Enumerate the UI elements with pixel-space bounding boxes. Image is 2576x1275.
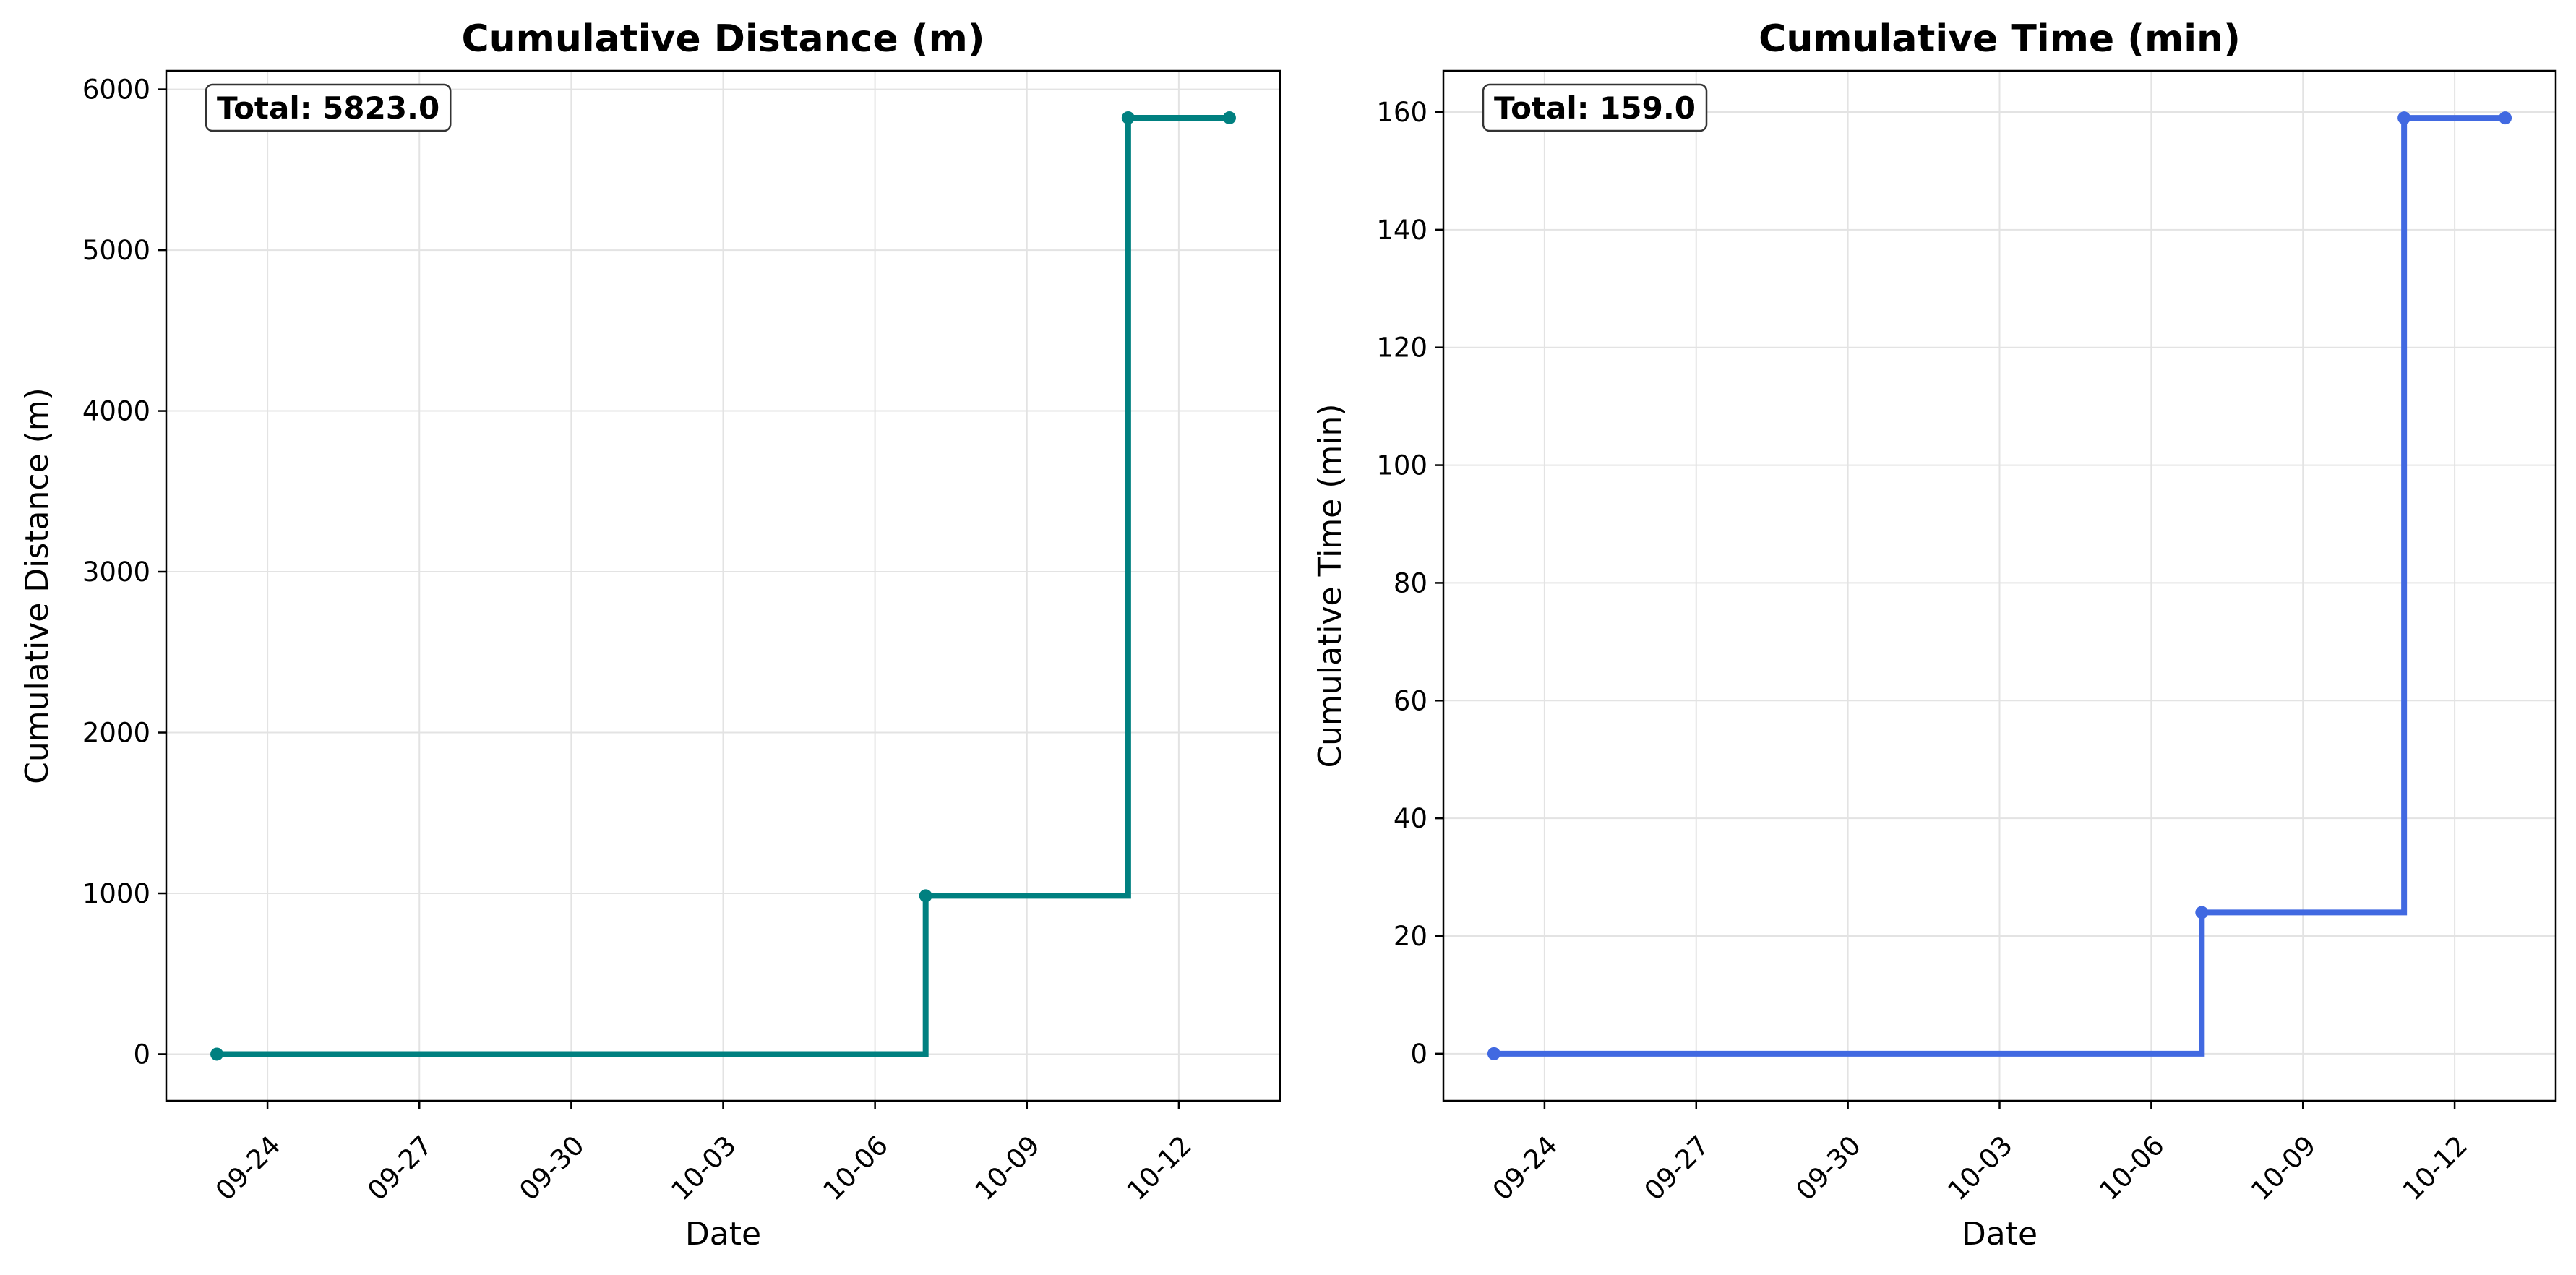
x-tick-label: 09-27 xyxy=(361,1130,438,1206)
y-axis-label: Cumulative Distance (m) xyxy=(19,387,56,784)
x-tick-label: 09-24 xyxy=(210,1130,286,1206)
x-axis-label: Date xyxy=(1962,1216,2038,1253)
grid xyxy=(1443,71,2556,1101)
chart-title: Cumulative Time (min) xyxy=(1759,17,2241,61)
series-line xyxy=(1493,115,2506,1057)
x-tick-label: 10-06 xyxy=(2093,1130,2170,1206)
y-tick-label: 1000 xyxy=(82,878,150,909)
total-annotation-box xyxy=(1482,83,1708,132)
axes-frame xyxy=(1442,69,2557,1102)
data-point xyxy=(1121,111,1135,124)
y-tick-label: 5000 xyxy=(82,235,150,266)
x-tick-label: 10-06 xyxy=(817,1130,894,1206)
series-line xyxy=(217,114,1229,1057)
x-tick-label: 10-03 xyxy=(1941,1130,2018,1206)
x-tick-label: 10-03 xyxy=(665,1130,742,1206)
y-tick-label: 20 xyxy=(1394,921,1427,952)
data-point xyxy=(1222,111,1236,124)
total-annotation-box xyxy=(205,83,452,132)
x-tick-label: 10-12 xyxy=(1121,1130,1198,1206)
y-tick-label: 100 xyxy=(1376,450,1427,481)
total-annotation: Total: 159.0 xyxy=(1494,90,1696,126)
y-tick-label: 3000 xyxy=(82,557,150,588)
grid xyxy=(166,71,1280,1101)
distance-chart: Cumulative Distance (m) Date Cumulative … xyxy=(19,17,1281,1253)
y-tick-label: 40 xyxy=(1394,803,1427,834)
x-tick-label: 10-09 xyxy=(969,1130,1046,1206)
y-tick-label: 120 xyxy=(1376,332,1427,364)
time-chart: Cumulative Time (min) Date Cumulative Ti… xyxy=(1312,17,2557,1253)
data-point xyxy=(2195,906,2209,919)
y-tick-label: 80 xyxy=(1394,567,1427,598)
chart-title: Cumulative Distance (m) xyxy=(461,17,984,61)
y-tick-label: 160 xyxy=(1376,97,1427,128)
y-tick-label: 140 xyxy=(1376,215,1427,246)
data-point xyxy=(2397,111,2411,125)
data-point xyxy=(2499,111,2512,125)
x-tick-label: 10-09 xyxy=(2245,1130,2322,1206)
y-axis-label: Cumulative Time (min) xyxy=(1312,403,1349,768)
data-point xyxy=(210,1047,224,1061)
y-tick-label: 0 xyxy=(133,1039,150,1070)
x-tick-label: 10-12 xyxy=(2397,1130,2473,1206)
x-tick-label: 09-27 xyxy=(1639,1130,1715,1206)
data-point xyxy=(919,889,932,903)
y-tick-label: 60 xyxy=(1394,685,1427,716)
y-tick-label: 6000 xyxy=(82,74,150,106)
total-annotation: Total: 5823.0 xyxy=(217,90,439,126)
data-point xyxy=(1487,1047,1500,1060)
x-tick-label: 09-24 xyxy=(1487,1130,1563,1206)
y-tick-label: 4000 xyxy=(82,396,150,427)
y-tick-label: 2000 xyxy=(82,718,150,749)
x-tick-label: 09-30 xyxy=(1790,1130,1867,1206)
axes-frame xyxy=(165,69,1281,1102)
y-tick-label: 0 xyxy=(1410,1039,1427,1070)
x-axis-label: Date xyxy=(685,1216,761,1253)
x-tick-label: 09-30 xyxy=(513,1130,590,1206)
